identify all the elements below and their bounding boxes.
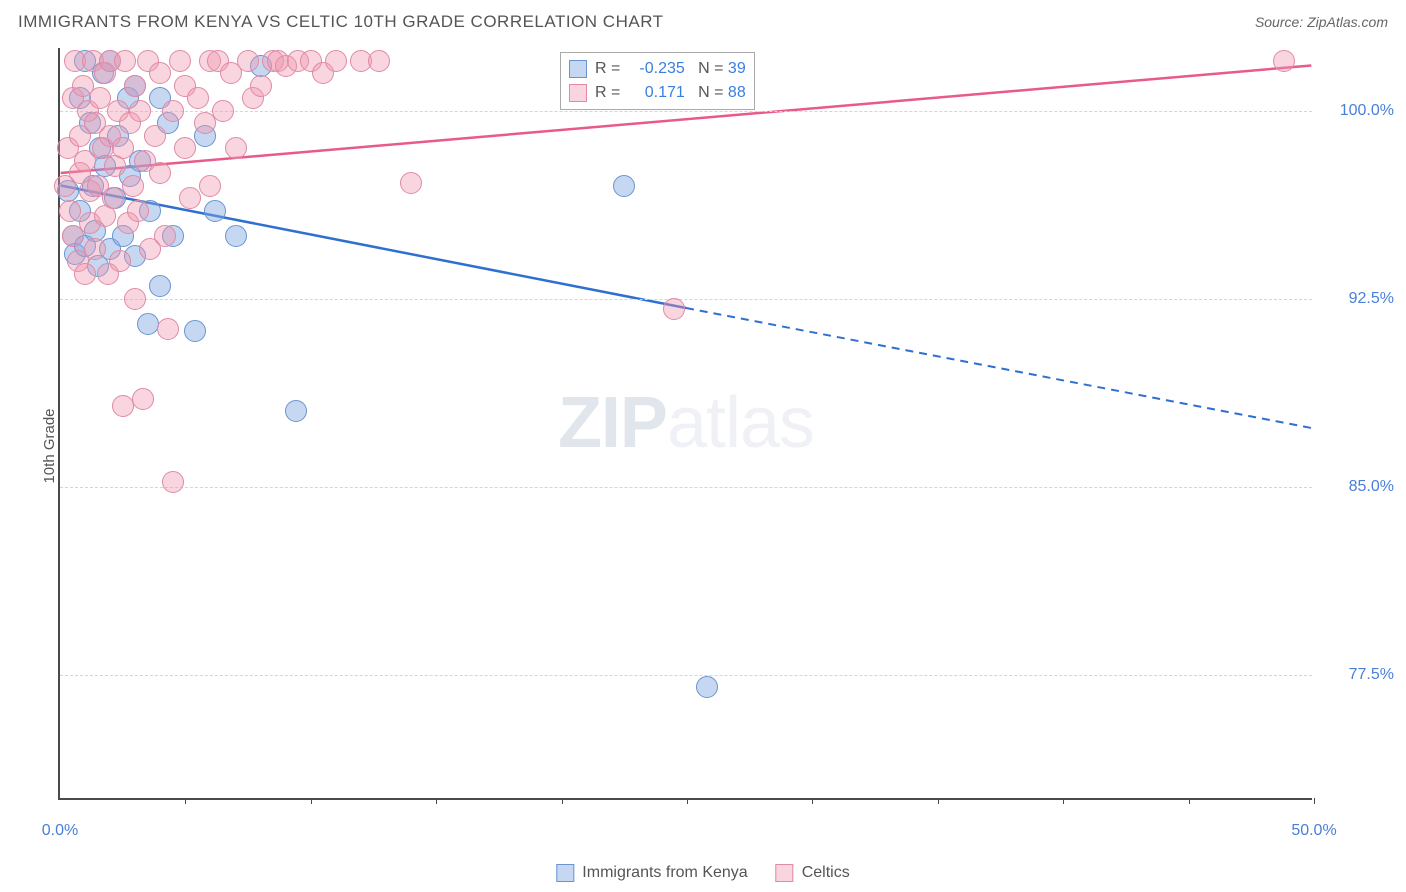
series-legend: Immigrants from Kenya Celtics — [556, 864, 849, 882]
data-point — [250, 75, 272, 97]
x-tick-mark — [311, 798, 312, 804]
data-point — [1273, 50, 1295, 72]
data-point — [169, 50, 191, 72]
legend-row: R = 0.171 N = 88 — [569, 81, 746, 105]
data-point — [109, 250, 131, 272]
y-tick-label: 85.0% — [1324, 478, 1394, 496]
data-point — [204, 200, 226, 222]
data-point — [199, 175, 221, 197]
legend-label: Celtics — [802, 864, 850, 882]
x-tick-label: 0.0% — [42, 822, 78, 840]
legend-swatch — [569, 60, 587, 78]
data-point — [137, 313, 159, 335]
data-point — [122, 175, 144, 197]
trend-line-dashed — [686, 308, 1311, 428]
x-tick-mark — [562, 798, 563, 804]
data-point — [114, 50, 136, 72]
legend-label: Immigrants from Kenya — [582, 864, 747, 882]
data-point — [237, 50, 259, 72]
gridline-horizontal — [60, 111, 1312, 112]
data-point — [285, 400, 307, 422]
data-point — [179, 187, 201, 209]
source-prefix: Source: — [1255, 14, 1307, 30]
legend-swatch — [569, 84, 587, 102]
correlation-legend: R = -0.235 N = 39 R = 0.171 N = 88 — [560, 52, 755, 110]
data-point — [174, 137, 196, 159]
data-point — [124, 75, 146, 97]
data-point — [112, 395, 134, 417]
x-tick-mark — [436, 798, 437, 804]
x-tick-label: 50.0% — [1291, 822, 1336, 840]
data-point — [368, 50, 390, 72]
data-point — [162, 100, 184, 122]
data-point — [149, 162, 171, 184]
y-axis-label: 10th Grade — [41, 408, 58, 483]
x-tick-mark — [687, 798, 688, 804]
data-point — [102, 187, 124, 209]
x-tick-mark — [938, 798, 939, 804]
data-point — [74, 263, 96, 285]
watermark: ZIPatlas — [558, 382, 814, 464]
data-point — [325, 50, 347, 72]
watermark-bold: ZIP — [558, 383, 667, 463]
data-point — [162, 471, 184, 493]
legend-item: Celtics — [776, 864, 850, 882]
y-tick-label: 92.5% — [1324, 290, 1394, 308]
data-point — [212, 100, 234, 122]
data-point — [187, 87, 209, 109]
legend-stats: R = -0.235 N = 39 — [595, 60, 746, 78]
gridline-horizontal — [60, 299, 1312, 300]
data-point — [59, 200, 81, 222]
data-point — [225, 137, 247, 159]
x-tick-mark — [1314, 798, 1315, 804]
watermark-rest: atlas — [667, 383, 814, 463]
y-tick-label: 100.0% — [1324, 102, 1394, 120]
source-name: ZipAtlas.com — [1307, 14, 1388, 30]
y-tick-label: 77.5% — [1324, 666, 1394, 684]
data-point — [144, 125, 166, 147]
trend-lines — [60, 48, 1312, 798]
legend-stats: R = 0.171 N = 88 — [595, 84, 746, 102]
chart-title: IMMIGRANTS FROM KENYA VS CELTIC 10TH GRA… — [18, 12, 664, 32]
data-point — [84, 238, 106, 260]
source-attribution: Source: ZipAtlas.com — [1255, 14, 1388, 30]
data-point — [696, 676, 718, 698]
data-point — [400, 172, 422, 194]
gridline-horizontal — [60, 487, 1312, 488]
chart-header: IMMIGRANTS FROM KENYA VS CELTIC 10TH GRA… — [18, 12, 1388, 32]
data-point — [154, 225, 176, 247]
data-point — [184, 320, 206, 342]
data-point — [127, 200, 149, 222]
legend-swatch — [556, 864, 574, 882]
x-tick-mark — [1063, 798, 1064, 804]
legend-swatch — [776, 864, 794, 882]
data-point — [225, 225, 247, 247]
data-point — [663, 298, 685, 320]
data-point — [157, 318, 179, 340]
data-point — [613, 175, 635, 197]
data-point — [132, 388, 154, 410]
x-tick-mark — [1189, 798, 1190, 804]
legend-item: Immigrants from Kenya — [556, 864, 747, 882]
x-tick-mark — [185, 798, 186, 804]
data-point — [112, 137, 134, 159]
legend-row: R = -0.235 N = 39 — [569, 57, 746, 81]
scatter-chart: ZIPatlas R = -0.235 N = 39 R = 0.171 N = … — [58, 48, 1312, 800]
data-point — [124, 288, 146, 310]
data-point — [129, 100, 151, 122]
x-tick-mark — [812, 798, 813, 804]
gridline-horizontal — [60, 675, 1312, 676]
data-point — [149, 275, 171, 297]
data-point — [149, 62, 171, 84]
